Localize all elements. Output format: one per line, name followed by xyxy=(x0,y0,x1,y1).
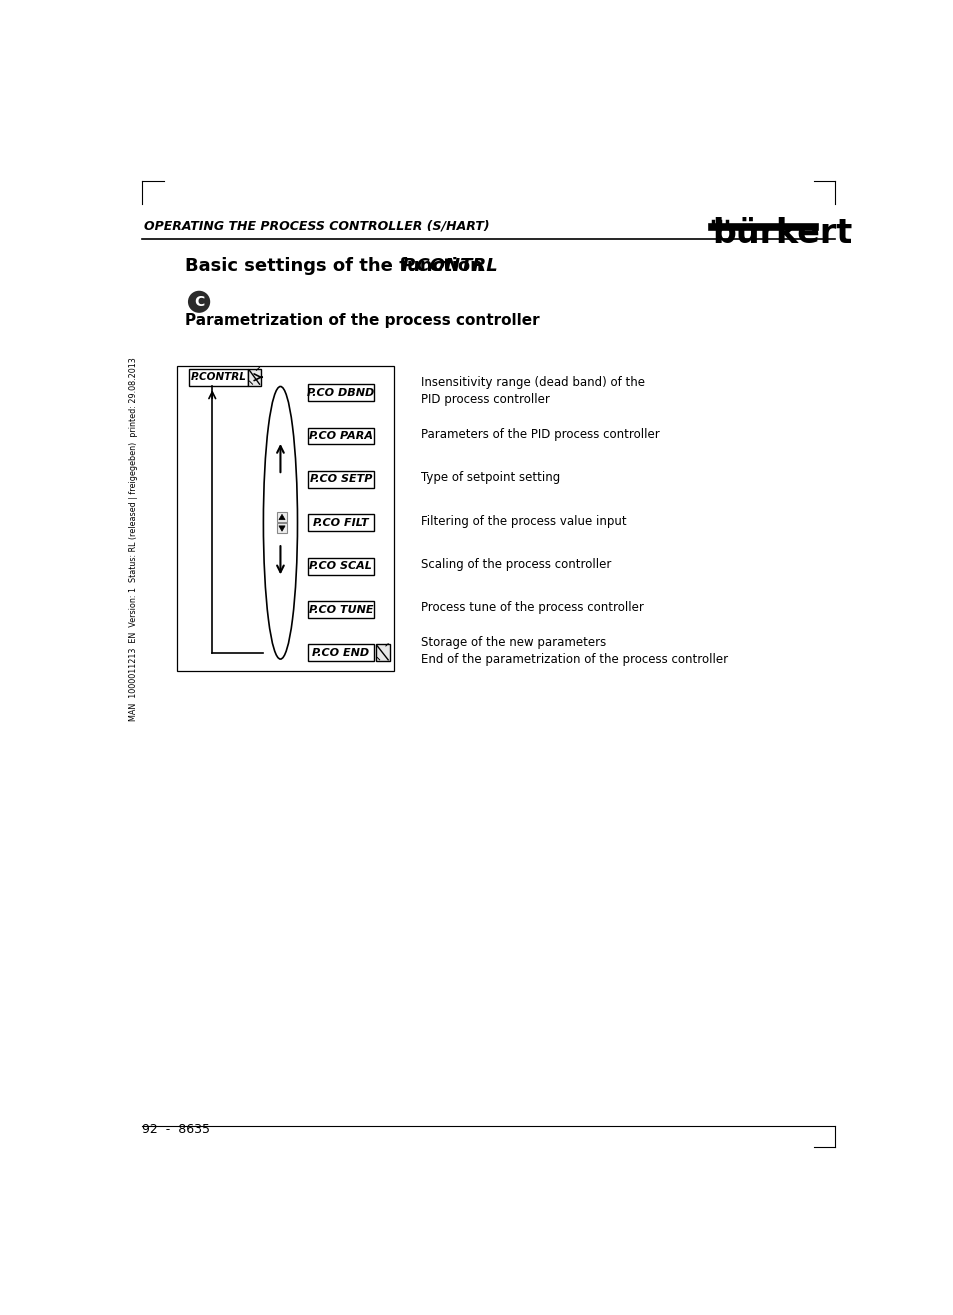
Text: bürkert: bürkert xyxy=(711,217,851,250)
FancyBboxPatch shape xyxy=(248,368,261,385)
Text: Type of setpoint setting: Type of setpoint setting xyxy=(421,471,560,484)
FancyBboxPatch shape xyxy=(307,427,374,444)
Text: Parametrization of the process controller: Parametrization of the process controlle… xyxy=(185,313,539,327)
Text: Storage of the new parameters
End of the parametrization of the process controll: Storage of the new parameters End of the… xyxy=(421,636,728,667)
Polygon shape xyxy=(278,526,285,531)
Text: P.CONTRL: P.CONTRL xyxy=(401,256,497,275)
Text: Filtering of the process value input: Filtering of the process value input xyxy=(421,514,626,527)
Text: OPERATING THE PROCESS CONTROLLER (S/HART): OPERATING THE PROCESS CONTROLLER (S/HART… xyxy=(144,220,489,233)
Text: P.CO END: P.CO END xyxy=(312,648,369,658)
Text: Scaling of the process controller: Scaling of the process controller xyxy=(421,558,611,571)
Text: P.CO FILT: P.CO FILT xyxy=(313,518,368,527)
Text: P.CO PARA: P.CO PARA xyxy=(309,431,373,441)
Text: C: C xyxy=(193,295,204,309)
FancyBboxPatch shape xyxy=(307,601,374,618)
FancyBboxPatch shape xyxy=(307,471,374,488)
FancyBboxPatch shape xyxy=(276,523,287,533)
Text: P.CO DBND: P.CO DBND xyxy=(307,388,375,397)
Text: P.CO TUNE: P.CO TUNE xyxy=(309,605,373,614)
Circle shape xyxy=(189,292,209,312)
FancyBboxPatch shape xyxy=(307,514,374,531)
FancyBboxPatch shape xyxy=(375,644,390,661)
Text: Process tune of the process controller: Process tune of the process controller xyxy=(421,601,643,614)
FancyBboxPatch shape xyxy=(276,513,287,522)
FancyBboxPatch shape xyxy=(189,368,248,385)
FancyBboxPatch shape xyxy=(307,558,374,575)
Text: Insensitivity range (dead band) of the
PID process controller: Insensitivity range (dead band) of the P… xyxy=(421,376,645,406)
Text: 92  -  8635: 92 - 8635 xyxy=(142,1123,211,1136)
FancyBboxPatch shape xyxy=(307,644,374,661)
Text: P.CO SCAL: P.CO SCAL xyxy=(309,562,372,571)
Polygon shape xyxy=(278,514,285,519)
FancyBboxPatch shape xyxy=(307,384,374,401)
Text: P.CONTRL: P.CONTRL xyxy=(191,372,246,383)
Text: MAN  1000011213  EN  Version: 1  Status: RL (released | freigegeben)  printed: 2: MAN 1000011213 EN Version: 1 Status: RL … xyxy=(129,358,137,721)
Text: Basic settings of the function: Basic settings of the function xyxy=(185,256,489,275)
Text: Parameters of the PID process controller: Parameters of the PID process controller xyxy=(421,427,659,441)
Text: P.CO SETP: P.CO SETP xyxy=(310,475,372,484)
